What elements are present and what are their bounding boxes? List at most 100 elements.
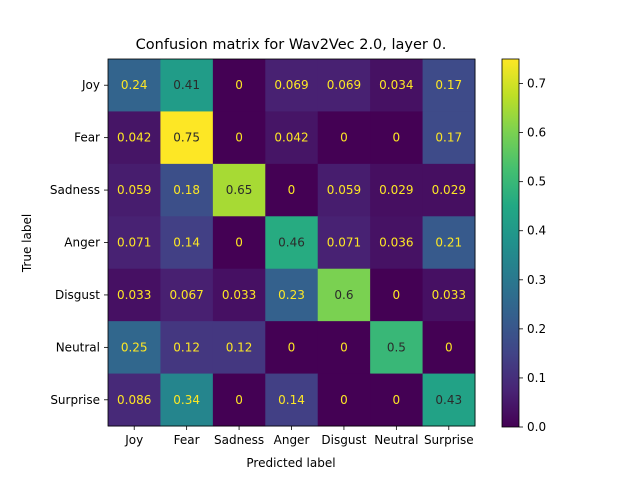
cell-value-label: 0.029 (379, 183, 413, 197)
heatmap-cell (265, 59, 319, 112)
y-tick-label: Neutral (56, 340, 100, 354)
cell-value-label: 0 (288, 183, 296, 197)
heatmap-cell (317, 216, 371, 270)
cell-value-label: 0.067 (169, 288, 203, 302)
colorbar-tick-label: 0.7 (527, 77, 546, 91)
colorbar-ticks: 0.0 0.1 0.2 0.3 0.4 0.5 0.6 0.7 (519, 77, 546, 434)
cell-value-label: 0 (235, 78, 243, 92)
cell-value-label: 0 (445, 340, 453, 354)
x-axis-ticks: Joy Fear Sadness Anger Disgust Neutral Surpris… (124, 426, 474, 447)
cell-value-label: 0.65 (226, 183, 253, 197)
cell-value-label: 0 (340, 340, 348, 354)
heatmap-cell (317, 163, 371, 217)
cell-value-label: 0.5 (387, 340, 406, 354)
cell-value-label: 0.14 (278, 393, 305, 407)
heatmap-cell (422, 321, 476, 375)
heatmap-cell (108, 216, 161, 270)
cell-value-label: 0.21 (435, 236, 462, 250)
heatmap-cell (370, 373, 424, 427)
heatmap-cell (265, 268, 319, 322)
heatmap-cell (370, 321, 424, 375)
y-tick-label: Disgust (55, 288, 100, 302)
heatmap-cell (212, 59, 266, 112)
cell-value-label: 0.12 (173, 340, 200, 354)
heatmap-cell (212, 373, 266, 427)
heatmap-cell (265, 163, 319, 217)
cell-value-label: 0.34 (173, 393, 200, 407)
cell-value-label: 0.086 (117, 393, 151, 407)
cell-value-label: 0.033 (117, 288, 151, 302)
heatmap-cell (422, 59, 476, 112)
cell-value-label: 0.43 (435, 393, 462, 407)
cell-value-label: 0.033 (432, 288, 466, 302)
x-tick-label: Joy (124, 433, 143, 447)
colorbar (501, 58, 520, 428)
cell-value-label: 0.14 (173, 236, 200, 250)
heatmap-cell (160, 59, 214, 112)
heatmap-cell (317, 268, 371, 322)
cell-value-label: 0.029 (432, 183, 466, 197)
heatmap-cell (265, 321, 319, 375)
cell-value-label: 0.12 (226, 340, 253, 354)
heatmap-cell (370, 216, 424, 270)
y-tick-label: Sadness (50, 183, 100, 197)
heatmap-cell (212, 111, 266, 165)
cell-value-label: 0.17 (435, 78, 462, 92)
heatmap-cell (212, 216, 266, 270)
cell-value-label: 0 (393, 288, 401, 302)
heatmap-cell (108, 163, 161, 217)
cell-value-label: 0.069 (274, 78, 308, 92)
cell-value-label: 0.069 (327, 78, 361, 92)
heatmap-cell (422, 268, 476, 322)
cell-value-label: 0.18 (173, 183, 200, 197)
heatmap-cell (317, 321, 371, 375)
x-axis-label: Predicted label (246, 456, 335, 470)
y-tick-label: Fear (74, 131, 100, 145)
colorbar-tick-label: 0.1 (527, 371, 546, 385)
cell-value-label: 0.24 (121, 78, 148, 92)
heatmap-cell (422, 111, 476, 165)
heatmap-cell (160, 163, 214, 217)
colorbar-tick-label: 0.2 (527, 322, 546, 336)
heatmap-cell (212, 321, 266, 375)
heatmap-cell (265, 111, 319, 165)
cell-value-label: 0.17 (435, 131, 462, 145)
cell-value-label: 0.034 (379, 78, 413, 92)
heatmap-cell (108, 111, 161, 165)
cell-value-label: 0 (340, 131, 348, 145)
heatmap-cell (317, 373, 371, 427)
cell-value-label: 0 (288, 340, 296, 354)
heatmap-cell (212, 163, 266, 217)
heatmap-cell (370, 268, 424, 322)
cell-value-label: 0 (235, 236, 243, 250)
x-tick-label: Anger (274, 433, 310, 447)
y-tick-label: Joy (81, 78, 100, 92)
colorbar-tick-label: 0.5 (527, 175, 546, 189)
cell-value-label: 0.75 (173, 131, 200, 145)
cell-value-label: 0.033 (222, 288, 256, 302)
cell-value-label: 0.46 (278, 236, 305, 250)
y-axis-ticks: Joy Fear Sadness Anger Disgust Neutral Surpris… (50, 78, 108, 407)
cell-value-label: 0.059 (327, 183, 361, 197)
heatmap-cell (160, 321, 214, 375)
heatmap-cell (108, 268, 161, 322)
heatmap-cell (160, 216, 214, 270)
cell-value-label: 0.042 (274, 131, 308, 145)
chart-title: Confusion matrix for Wav2Vec 2.0, layer … (136, 37, 447, 53)
heatmap-cell (317, 59, 371, 112)
heatmap-cell (265, 216, 319, 270)
cell-value-label: 0 (340, 393, 348, 407)
cell-value-label: 0.042 (117, 131, 151, 145)
cell-value-label: 0.071 (117, 236, 151, 250)
cell-value-label: 0.25 (121, 340, 148, 354)
y-tick-label: Surprise (50, 393, 100, 407)
heatmap-cell (370, 59, 424, 112)
cell-value-label: 0 (393, 131, 401, 145)
cell-value-label: 0 (235, 393, 243, 407)
heatmap-cell (212, 268, 266, 322)
y-axis-label: True label (20, 214, 34, 273)
heatmap-cell (108, 321, 161, 375)
x-tick-label: Surprise (424, 433, 474, 447)
y-tick-label: Anger (64, 236, 100, 250)
colorbar-tick-label: 0.0 (527, 420, 546, 434)
